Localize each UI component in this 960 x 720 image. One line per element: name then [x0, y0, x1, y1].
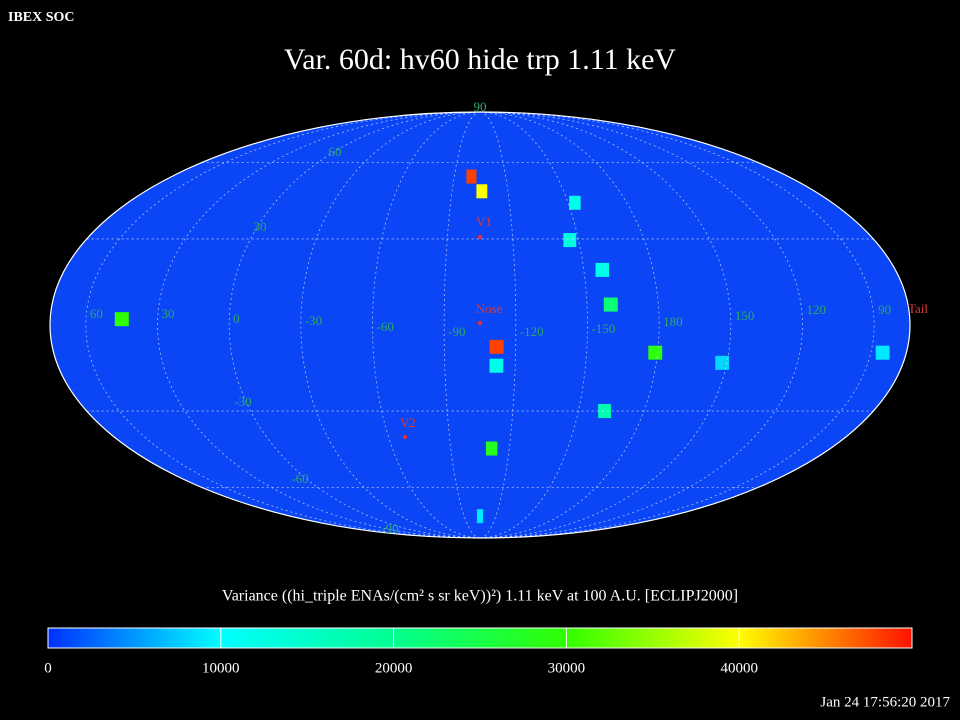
meridian: [443, 112, 481, 538]
longitude-label: 120: [807, 302, 827, 317]
colorbar-tick-label: 30000: [548, 660, 586, 676]
marker-dot: [477, 234, 483, 240]
meridian: [85, 112, 481, 538]
latitude-label: -60: [291, 471, 308, 486]
sky-pixel: [489, 358, 504, 373]
sky-pixel: [476, 184, 488, 199]
latitude-label: -30: [234, 394, 251, 409]
sky-pixel: [476, 509, 484, 524]
longitude-label: 180: [663, 314, 683, 329]
sky-pixel: [489, 339, 504, 354]
sky-pixel: [569, 195, 581, 210]
longitude-label: -60: [377, 319, 394, 334]
longitude-label: -90: [448, 324, 465, 339]
longitude-label: 30: [162, 306, 175, 321]
colorbar: [47, 627, 913, 649]
sky-border: [49, 111, 911, 539]
latitude-label: 60: [329, 144, 342, 159]
colorbar-title: Variance ((hi_triple ENAs/(cm² s sr keV)…: [222, 588, 738, 605]
colorbar-ticks: 0 10000 20000 30000 40000: [44, 628, 758, 676]
latitude-label: -90: [381, 521, 398, 536]
pixel-layer: [114, 169, 890, 524]
colorbar-tick-label: 10000: [202, 660, 240, 676]
sky-pixel: [595, 262, 610, 277]
longitude-label: 150: [735, 308, 755, 323]
meridian: [479, 112, 517, 538]
sky-pixel: [563, 233, 577, 248]
marker-label: Nose: [476, 301, 503, 316]
timestamp: Jan 24 17:56:20 2017: [820, 694, 950, 710]
longitude-label: -150: [592, 321, 616, 336]
longitude-label: 90: [878, 302, 891, 317]
marker-label: V2: [400, 415, 416, 430]
sky-pixel: [114, 312, 129, 327]
marker-label: Tail: [908, 301, 928, 316]
longitude-label: -30: [305, 313, 322, 328]
sky-pixel: [875, 345, 890, 360]
latitude-label: 90: [474, 99, 487, 114]
sky-pixel: [466, 169, 477, 184]
latitude-label: 30: [254, 219, 267, 234]
longitude-label: 0: [233, 311, 240, 326]
colorbar-tick-label: 20000: [375, 660, 413, 676]
title: Var. 60d: hv60 hide trp 1.11 keV: [284, 43, 677, 76]
colorbar-tick-label: 40000: [720, 660, 758, 676]
longitude-label: -120: [520, 324, 544, 339]
label-layer: 60 30 0 -30 -60 -90 -120 -150 180 150 120 90 90 60 30 -…: [90, 99, 929, 536]
source-label: IBEX SOC: [8, 10, 75, 25]
sky-pixel: [485, 441, 498, 456]
marker-label: V1: [476, 214, 492, 229]
sky-pixel: [715, 355, 730, 370]
sky-pixel: [603, 297, 618, 312]
marker-dot: [477, 320, 483, 326]
colorbar-tick-label: 0: [44, 660, 52, 676]
sky-pixel: [598, 404, 611, 419]
sky-pixel: [648, 345, 663, 360]
grid-layer: [85, 112, 875, 538]
longitude-label: 60: [90, 306, 103, 321]
meridian: [479, 112, 875, 538]
marker-dot: [402, 434, 408, 440]
